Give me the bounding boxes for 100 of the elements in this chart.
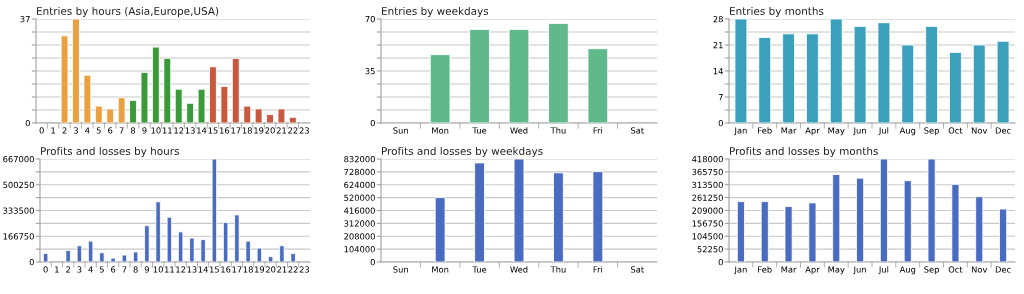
x-tick-label: 18 [243, 266, 253, 273]
y-tick-label: 7 [718, 94, 723, 101]
x-tick-label: 21 [276, 127, 286, 134]
bar [245, 240, 251, 262]
bar [83, 74, 92, 123]
y-tick-label: 312000 [344, 220, 375, 227]
x-tick-label: Sep [924, 127, 939, 136]
x-tick-label: Sat [631, 266, 644, 273]
y-tick-label: 832000 [344, 155, 375, 163]
y-tick-label: 70 [365, 15, 375, 23]
bar [289, 116, 297, 123]
x-tick-label: 16 [219, 127, 230, 134]
bar [254, 108, 263, 123]
x-tick-label: 2 [62, 127, 67, 134]
bar [99, 252, 105, 262]
x-tick-label: 9 [144, 266, 149, 273]
y-tick-label: 37 [20, 15, 30, 23]
x-tick-label: Tue [472, 127, 487, 134]
x-tick-label: Thu [550, 266, 566, 273]
bar [508, 28, 530, 123]
bar [110, 257, 116, 262]
x-tick-label: 19 [254, 127, 264, 134]
y-tick-label: 156750 [692, 220, 723, 227]
x-tick-label: 22 [288, 266, 298, 273]
x-tick-label: Mar [781, 266, 797, 273]
bar [220, 86, 229, 123]
bar [474, 162, 485, 262]
bar [903, 180, 912, 262]
x-tick-label: 5 [96, 127, 101, 134]
bar [975, 196, 984, 262]
x-tick-label: 23 [299, 266, 310, 273]
x-tick-label: Sep [924, 266, 939, 275]
bar [758, 37, 772, 123]
bar [42, 253, 49, 262]
x-tick-label: Dec [995, 266, 1011, 273]
x-tick-label: Tue [472, 266, 487, 273]
x-tick-label: Aug [899, 127, 916, 136]
x-tick-label: 13 [185, 127, 195, 134]
x-tick-label: Jun [853, 127, 866, 136]
x-tick-label: 12 [176, 266, 186, 273]
x-tick-label: Sun [393, 127, 408, 134]
bar [927, 159, 936, 262]
y-tick-label: 728000 [344, 168, 375, 176]
bar [189, 237, 195, 262]
x-tick-label: 13 [187, 266, 197, 273]
bar [877, 22, 891, 123]
bar [152, 46, 160, 123]
bar [177, 231, 184, 262]
bar [734, 19, 748, 123]
bar [65, 250, 71, 262]
bar [72, 19, 80, 123]
bar [60, 35, 69, 123]
x-tick-label: Nov [971, 266, 988, 273]
x-tick-label: 12 [174, 127, 184, 134]
bar [829, 19, 843, 123]
bar [87, 240, 94, 262]
chart-title: Entries by hours (Asia,Europe,USA) [37, 6, 219, 17]
y-tick-label: 104000 [344, 246, 375, 253]
x-tick-label: 19 [254, 266, 265, 273]
x-tick-label: 15 [208, 127, 218, 134]
bar [548, 23, 569, 123]
bar [155, 201, 161, 262]
bar [760, 201, 769, 262]
x-tick-label: 14 [197, 127, 207, 134]
x-tick-label: Jan [734, 266, 747, 275]
x-tick-label: 20 [265, 127, 275, 134]
y-tick-label: 209000 [692, 207, 723, 214]
bar [782, 33, 795, 123]
bar [853, 26, 867, 123]
x-tick-label: Apr [805, 127, 820, 136]
x-tick-label: 16 [221, 266, 231, 273]
bar [513, 159, 525, 262]
bar [949, 52, 962, 123]
x-tick-label: 15 [209, 266, 219, 273]
bar [222, 222, 229, 262]
bar [197, 88, 206, 123]
chart-title: Profits and losses by weekdays [382, 146, 543, 157]
x-tick-label: 1 [55, 266, 59, 273]
y-tick-label: 333500 [3, 207, 34, 214]
bar [174, 88, 183, 123]
bar [267, 256, 274, 262]
y-tick-label: 365750 [692, 168, 723, 176]
x-tick-label: Fri [593, 266, 603, 273]
x-tick-label: 0 [39, 127, 44, 134]
y-tick-label: 104500 [692, 233, 723, 240]
x-tick-label: Jan [734, 127, 747, 136]
y-tick-label: 0 [718, 119, 723, 127]
x-tick-label: 8 [133, 266, 138, 273]
x-tick-label: 14 [198, 266, 208, 273]
x-tick-label: Oct [948, 266, 963, 273]
x-tick-label: Mon [432, 266, 449, 273]
bar [972, 44, 986, 123]
y-tick-label: 0 [29, 258, 34, 266]
chart-title: Profits and losses by months [730, 146, 878, 157]
x-tick-label: Oct [948, 127, 963, 134]
chart-title: Entries by weekdays [382, 6, 489, 17]
x-tick-label: 3 [77, 266, 82, 273]
x-tick-label: Aug [899, 266, 916, 275]
y-tick-label: 35 [365, 67, 375, 75]
bar [117, 97, 126, 123]
